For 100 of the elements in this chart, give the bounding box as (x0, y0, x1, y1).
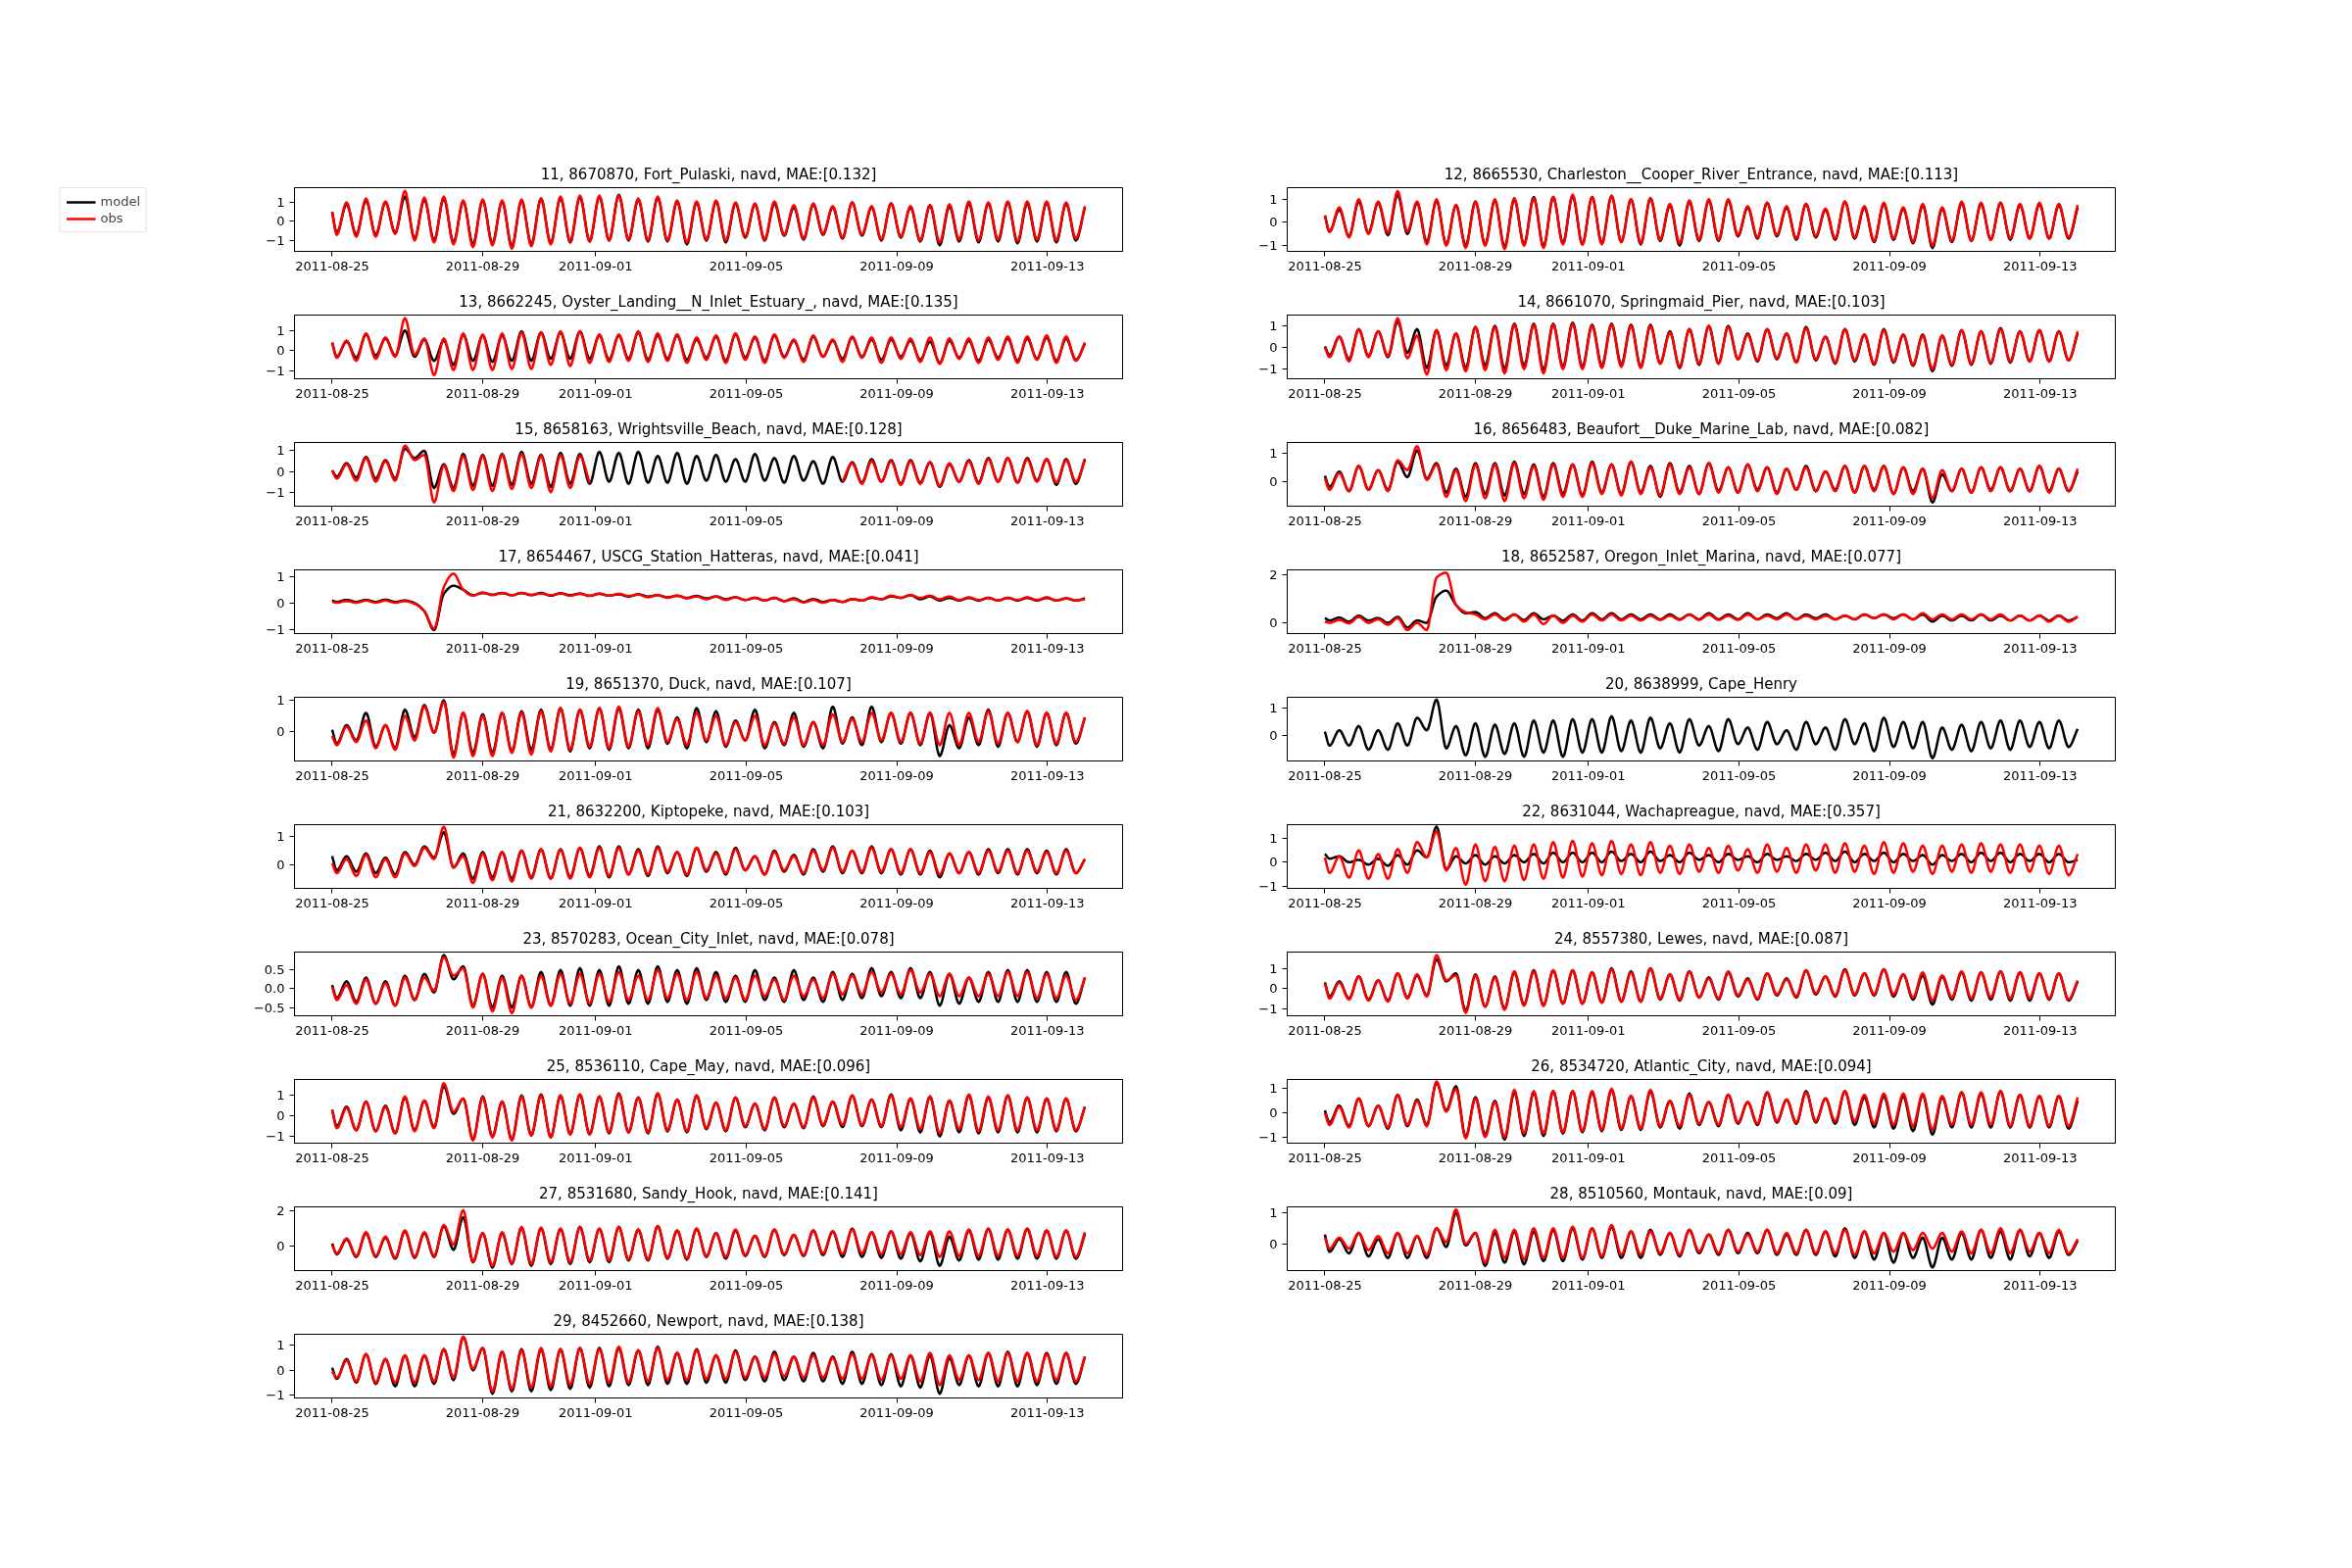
chart-title: 26, 8534720, Atlantic_City, navd, MAE:[0.094] (1531, 1056, 1872, 1076)
y-tick-label: 1 (276, 693, 285, 709)
x-tick-label: 2011-08-29 (1438, 1150, 1513, 1165)
chart-title: 13, 8662245, Oyster_Landing__N_Inlet_Estuary_, navd, MAE:[0.135] (459, 292, 958, 312)
x-tick-label: 2011-09-09 (1852, 1277, 1927, 1293)
chart-title: 16, 8656483, Beaufort__Duke_Marine_Lab, navd, MAE:[0.082] (1473, 419, 1930, 439)
x-tick-label: 2011-08-25 (295, 1277, 369, 1293)
chart-title: 25, 8536110, Cape_May, navd, MAE:[0.096] (546, 1056, 871, 1076)
x-tick-label: 2011-09-05 (709, 385, 784, 401)
y-tick-label: 1 (1269, 831, 1278, 847)
chart-title: 14, 8661070, Springmaid_Pier, navd, MAE:[0.103] (1517, 292, 1886, 312)
x-tick-label: 2011-08-29 (445, 1404, 520, 1420)
x-tick-label: 2011-08-25 (295, 385, 369, 401)
x-tick-label: 2011-09-05 (709, 895, 784, 910)
x-tick-label: 2011-09-05 (709, 1404, 784, 1420)
y-tick-label: 1 (276, 443, 285, 459)
x-tick-label: 2011-09-01 (1551, 513, 1626, 528)
x-tick-label: 2011-08-29 (445, 1150, 520, 1165)
x-tick-label: 2011-09-05 (709, 640, 784, 656)
x-tick-label: 2011-08-29 (1438, 258, 1513, 273)
x-tick-label: 2011-08-29 (445, 1277, 520, 1293)
x-tick-label: 2011-09-09 (859, 513, 934, 528)
y-tick-label: 1 (1269, 191, 1278, 207)
x-tick-label: 2011-09-05 (1701, 1277, 1777, 1293)
y-tick-label: 1 (1269, 1204, 1278, 1220)
y-tick-label: −0.5 (253, 1000, 285, 1015)
x-tick-label: 2011-09-01 (559, 895, 633, 910)
y-tick-label: 1 (276, 829, 285, 845)
x-tick-label: 2011-09-01 (1551, 258, 1626, 273)
x-tick-label: 2011-09-13 (2002, 1277, 2078, 1293)
x-tick-label: 2011-09-05 (1701, 258, 1777, 273)
x-tick-label: 2011-08-25 (1288, 895, 1362, 910)
x-tick-label: 2011-08-29 (445, 258, 520, 273)
chart-title: 29, 8452660, Newport, navd, MAE:[0.138] (553, 1311, 864, 1330)
x-tick-label: 2011-09-09 (1852, 1022, 1927, 1038)
x-tick-label: 2011-09-13 (2002, 1022, 2078, 1038)
x-tick-label: 2011-09-13 (2002, 895, 2078, 910)
x-tick-label: 2011-09-09 (859, 1150, 934, 1165)
y-tick-label: −1 (1258, 238, 1278, 254)
y-tick-label: 0 (1269, 1105, 1278, 1121)
x-tick-label: 2011-09-05 (1701, 640, 1777, 656)
x-tick-label: 2011-09-05 (709, 1150, 784, 1165)
x-tick-label: 2011-09-13 (2002, 258, 2078, 273)
x-tick-label: 2011-09-01 (559, 767, 633, 783)
y-tick-label: 0 (276, 723, 285, 739)
x-tick-label: 2011-08-25 (1288, 640, 1362, 656)
y-tick-label: 0 (276, 464, 285, 479)
y-tick-label: 0.0 (264, 981, 285, 997)
y-tick-label: −1 (266, 484, 285, 500)
y-tick-label: −1 (266, 364, 285, 379)
chart-title: 22, 8631044, Wachapreague, navd, MAE:[0.357] (1522, 802, 1881, 820)
y-tick-label: 0 (276, 343, 285, 359)
x-tick-label: 2011-09-09 (1852, 640, 1927, 656)
x-tick-label: 2011-09-09 (859, 895, 934, 910)
x-tick-label: 2011-08-25 (295, 513, 369, 528)
y-tick-label: 0 (1269, 615, 1278, 631)
x-tick-label: 2011-09-09 (859, 1022, 934, 1038)
x-tick-label: 2011-09-01 (1551, 640, 1626, 656)
y-tick-label: 0 (276, 1239, 285, 1254)
x-tick-label: 2011-09-09 (1852, 258, 1927, 273)
chart-title: 12, 8665530, Charleston__Cooper_River_Entrance, navd, MAE:[0.113] (1444, 165, 1959, 184)
legend-label: model (100, 194, 140, 209)
x-tick-label: 2011-09-09 (859, 258, 934, 273)
x-tick-label: 2011-08-25 (1288, 1022, 1362, 1038)
x-tick-label: 2011-08-29 (1438, 1277, 1513, 1293)
x-tick-label: 2011-08-29 (1438, 1022, 1513, 1038)
x-tick-label: 2011-09-05 (709, 1277, 784, 1293)
x-tick-label: 2011-09-05 (709, 258, 784, 273)
x-tick-label: 2011-09-09 (1852, 1150, 1927, 1165)
y-tick-label: 0 (1269, 473, 1278, 489)
x-tick-label: 2011-08-25 (295, 1022, 369, 1038)
y-tick-label: 1 (276, 1338, 285, 1353)
x-tick-label: 2011-09-05 (1701, 1150, 1777, 1165)
x-tick-label: 2011-08-25 (1288, 385, 1362, 401)
x-tick-label: 2011-08-25 (295, 258, 369, 273)
chart-title: 27, 8531680, Sandy_Hook, navd, MAE:[0.141] (539, 1184, 878, 1203)
x-tick-label: 2011-08-29 (1438, 895, 1513, 910)
x-tick-label: 2011-09-13 (1009, 258, 1085, 273)
x-tick-label: 2011-08-29 (1438, 767, 1513, 783)
x-tick-label: 2011-09-09 (859, 767, 934, 783)
x-tick-label: 2011-08-29 (445, 640, 520, 656)
x-tick-label: 2011-09-13 (2002, 767, 2078, 783)
y-tick-label: 1 (1269, 960, 1278, 976)
x-tick-label: 2011-09-09 (1852, 767, 1927, 783)
y-tick-label: −1 (266, 232, 285, 248)
x-tick-label: 2011-09-01 (559, 513, 633, 528)
x-tick-label: 2011-08-25 (1288, 1277, 1362, 1293)
chart-title: 24, 8557380, Lewes, navd, MAE:[0.087] (1553, 929, 1849, 948)
y-tick-label: −1 (1258, 1001, 1278, 1016)
y-tick-label: 0 (1269, 728, 1278, 744)
x-tick-label: 2011-09-05 (1701, 1022, 1777, 1038)
x-tick-label: 2011-09-13 (1009, 895, 1085, 910)
x-tick-label: 2011-09-01 (559, 258, 633, 273)
x-tick-label: 2011-09-01 (1551, 895, 1626, 910)
x-tick-label: 2011-09-09 (859, 385, 934, 401)
x-tick-label: 2011-09-09 (1852, 385, 1927, 401)
x-tick-label: 2011-08-25 (1288, 513, 1362, 528)
y-tick-label: 2 (1269, 567, 1278, 583)
x-tick-label: 2011-09-13 (1009, 1277, 1085, 1293)
y-tick-label: 0.5 (264, 962, 285, 978)
